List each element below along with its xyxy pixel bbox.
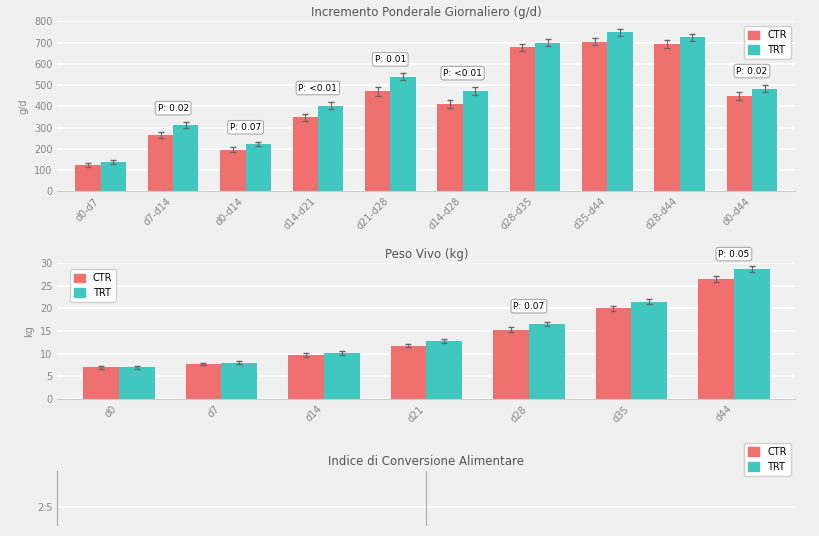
Bar [390,346,426,399]
Bar [292,117,318,191]
Bar [697,279,733,399]
Text: P: 0.07: P: 0.07 [229,123,260,132]
Y-axis label: g/d: g/d [19,99,29,114]
Bar [654,44,679,191]
Bar [631,302,667,399]
Bar [324,353,360,399]
Bar [607,33,631,191]
Bar [437,104,462,191]
Bar [595,308,631,399]
Title: Peso Vivo (kg): Peso Vivo (kg) [384,248,468,260]
Text: P: <0.01: P: <0.01 [298,84,337,93]
Bar [220,150,245,191]
Bar [726,96,751,191]
Legend: CTR, TRT: CTR, TRT [743,26,790,59]
Bar [426,341,462,399]
Bar [492,330,528,399]
Bar [462,91,487,191]
Bar [147,135,173,191]
Text: P: 0.07: P: 0.07 [513,302,544,311]
Bar [185,364,221,399]
Legend: CTR, TRT: CTR, TRT [70,270,116,302]
Title: Incremento Ponderale Giornaliero (g/d): Incremento Ponderale Giornaliero (g/d) [310,6,541,19]
Text: P: <0.01: P: <0.01 [442,69,482,78]
Bar [364,92,390,191]
Text: P: 0.01: P: 0.01 [374,55,405,64]
Bar [221,363,257,399]
Legend: CTR, TRT: CTR, TRT [743,443,790,476]
Bar [528,324,564,399]
Text: P: 0.05: P: 0.05 [717,250,749,259]
Bar [83,367,119,399]
Bar [318,106,343,191]
Bar [534,43,559,191]
Text: P: 0.02: P: 0.02 [735,66,767,76]
Bar [390,77,415,191]
Bar [101,162,126,191]
Bar [245,144,270,191]
Bar [75,165,101,191]
Title: Indice di Conversione Alimentare: Indice di Conversione Alimentare [328,456,524,468]
Bar [751,88,776,191]
Bar [679,38,704,191]
Bar [173,125,198,191]
Bar [119,367,155,399]
Bar [287,355,324,399]
Bar [509,47,534,191]
Bar [733,269,769,399]
Y-axis label: kg: kg [25,325,34,337]
Text: P: 0.02: P: 0.02 [157,103,188,113]
Bar [581,42,607,191]
